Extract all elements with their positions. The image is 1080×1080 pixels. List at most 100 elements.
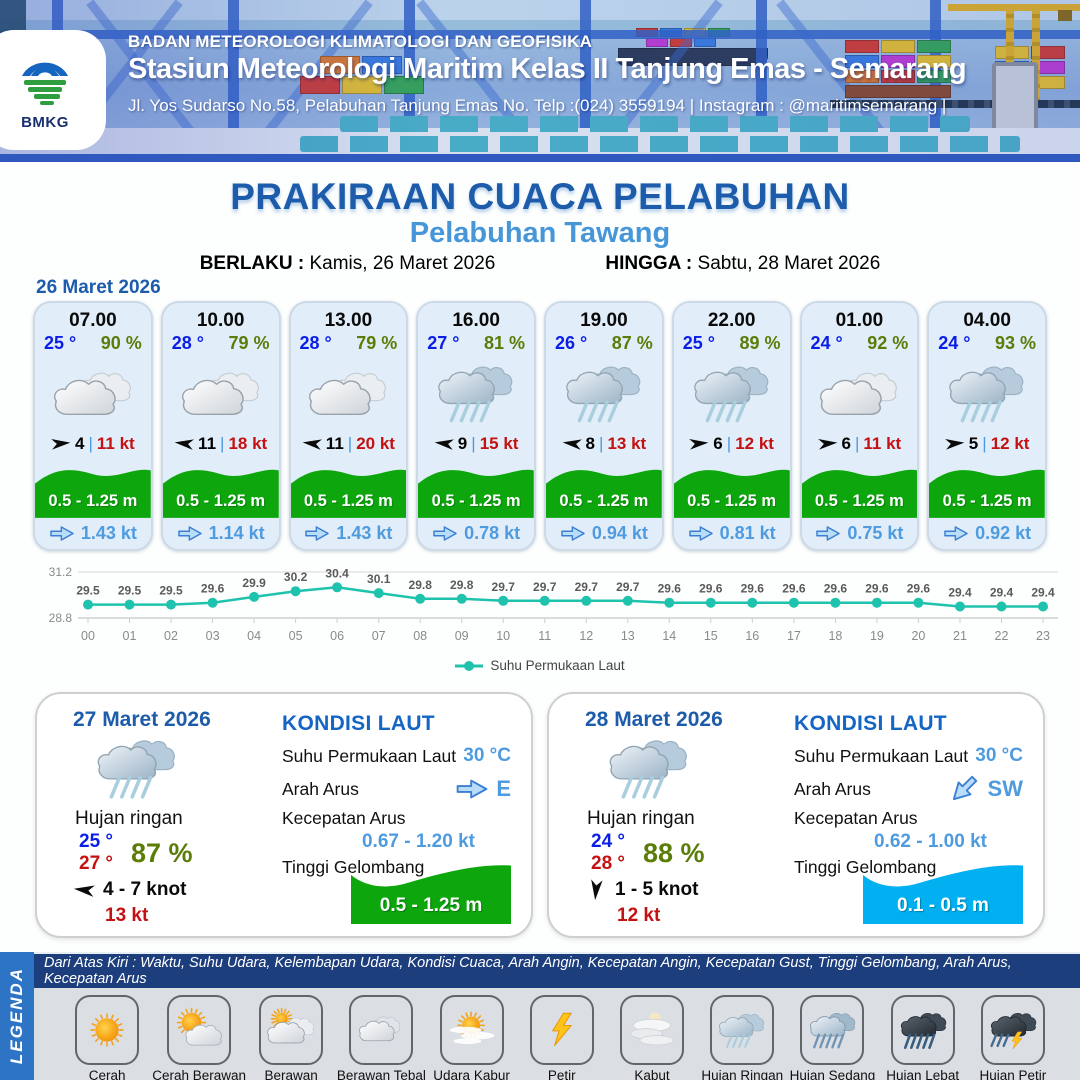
card-humidity: 92 %: [867, 333, 909, 353]
hujan-ringan-icon: [97, 740, 175, 799]
svg-text:29.4: 29.4: [948, 586, 972, 600]
card-wind: 6 | 11 kt: [802, 432, 918, 456]
hujan-sedang-icon: [810, 1013, 856, 1049]
legend-item-label: Hujan Sedang: [789, 1068, 876, 1080]
wind-range-row: 4 - 7 knot: [73, 879, 268, 901]
wind-direction-icon: [689, 437, 709, 451]
current-speed: 0.92 kt: [975, 522, 1032, 543]
svg-text:07: 07: [372, 629, 386, 643]
current-speed: 1.43 kt: [336, 522, 393, 543]
card-time: 16.00: [452, 310, 500, 331]
svg-text:00: 00: [81, 629, 95, 643]
current-arrow-icon: [815, 525, 841, 542]
svg-text:23: 23: [1036, 629, 1050, 643]
legend-tile: [890, 995, 955, 1065]
daily-forecast-panel: 28 Maret 2026 Hujan ringan 24 ° 28 ° 88 …: [547, 692, 1045, 938]
svg-text:06: 06: [330, 629, 344, 643]
card-wind: 8 | 13 kt: [546, 432, 662, 456]
current-speed: 0.94 kt: [591, 522, 648, 543]
gust-speed: 15 kt: [479, 433, 519, 453]
validity-period: BERLAKU : Kamis, 26 Maret 2026 HINGGA : …: [0, 253, 1080, 275]
legend-tile: [439, 995, 504, 1065]
hourly-forecast-cards: 07.00 25 ° 90 % 4 | 11 kt 0.5 - 1.25 m 1…: [33, 301, 1047, 551]
svg-text:13: 13: [621, 629, 635, 643]
temp-min: 24 °: [591, 831, 626, 852]
legend-item-label: Cerah Berawan: [152, 1068, 247, 1080]
temp-min: 25 °: [79, 831, 114, 852]
sea-condition-title: KONDISI LAUT: [794, 712, 947, 735]
svg-text:29.6: 29.6: [699, 582, 723, 596]
card-wind: 4 | 11 kt: [35, 432, 151, 456]
current-speed-label: Kecepatan Arus: [282, 808, 406, 828]
legend-item-label: Berawan: [264, 1068, 318, 1080]
wind-range-row: 1 - 5 knot: [585, 879, 780, 901]
legend-item: Hujan Ringan: [697, 995, 787, 1080]
kabut-icon: [630, 1012, 674, 1046]
header-banner: BMKG BADAN METEOROLOGI KLIMATOLOGI DAN G…: [0, 0, 1080, 162]
sst-value: 30 °C: [463, 745, 511, 766]
current-arrow-icon: [304, 525, 330, 542]
hourly-card: 19.00 26 ° 87 % 8 | 13 kt 0.5 - 1.25 m 0…: [544, 301, 664, 551]
svg-text:28.8: 28.8: [49, 611, 73, 625]
svg-text:29.6: 29.6: [741, 582, 765, 596]
svg-text:29.9: 29.9: [242, 576, 266, 590]
bmkg-emblem-icon: [22, 62, 68, 105]
card-weather-icon: [291, 354, 407, 432]
legend-title: LEGENDA: [7, 967, 26, 1065]
cerah-berawan-icon: [176, 1007, 223, 1046]
card-weather-icon: [929, 354, 1045, 432]
berawan-icon: [309, 372, 387, 416]
card-humidity: 87 %: [611, 333, 653, 353]
card-temperature: 26 °: [555, 333, 588, 353]
wave-height-box: 0.1 - 0.5 m: [863, 858, 1023, 924]
humidity: 88 %: [643, 837, 705, 868]
current-speed-value: 0.62 - 1.00 kt: [873, 831, 987, 852]
current-arrow-icon: [177, 525, 203, 542]
card-humidity: 81 %: [483, 333, 525, 353]
hujan-lebat-icon: [900, 1013, 946, 1050]
legend-item-label: Petir: [547, 1068, 576, 1080]
wave-height-band: 0.5 - 1.25 m: [929, 459, 1045, 518]
card-temperature: 28 °: [171, 333, 204, 353]
svg-text:29.7: 29.7: [533, 580, 557, 594]
wind-speed: 4: [75, 433, 85, 453]
legend-item: Kabut: [607, 995, 697, 1080]
legend-item: Berawan: [246, 995, 336, 1080]
svg-text:05: 05: [289, 629, 303, 643]
container-stack: [300, 48, 430, 96]
petir-icon: [551, 1012, 572, 1047]
hourly-card: 04.00 24 ° 93 % 5 | 12 kt 0.5 - 1.25 m 0…: [927, 301, 1047, 551]
hujan-ringan-icon: [566, 366, 641, 423]
svg-text:15: 15: [704, 629, 718, 643]
card-temperature: 25 °: [682, 333, 715, 353]
panel-date: 27 Maret 2026: [73, 708, 211, 731]
legend-item: Hujan Sedang: [787, 995, 877, 1080]
current-arrow-icon: [49, 525, 75, 542]
temp-max: 27 °: [79, 853, 114, 874]
current-speed: 0.75 kt: [847, 522, 904, 543]
svg-text:08: 08: [413, 629, 427, 643]
svg-text:29.4: 29.4: [990, 586, 1014, 600]
current-arrow-icon: [432, 525, 458, 542]
svg-text:29.6: 29.6: [201, 582, 225, 596]
wave-height-value: 0.5 - 1.25 m: [431, 491, 521, 510]
svg-text:16: 16: [745, 629, 759, 643]
sst-value: 30 °C: [975, 745, 1023, 766]
svg-text:01: 01: [123, 629, 137, 643]
svg-text:11: 11: [538, 629, 551, 643]
hourly-card: 01.00 24 ° 92 % 6 | 11 kt 0.5 - 1.25 m 0…: [799, 301, 920, 551]
card-wind: 11 | 20 kt: [291, 432, 407, 456]
wind-speed: 11: [325, 433, 344, 453]
current-arrow-icon: [943, 525, 969, 542]
card-humidity: 79 %: [228, 333, 270, 353]
wave-height-value: 0.5 - 1.25 m: [814, 491, 904, 510]
hujan-ringan-icon: [719, 1013, 765, 1048]
legend-tile: [349, 995, 414, 1065]
wind-direction-icon: [73, 883, 95, 897]
wave-height-box: 0.5 - 1.25 m: [351, 858, 511, 924]
wave-height-value: 0.5 - 1.25 m: [559, 491, 649, 510]
wave-height-band: 0.5 - 1.25 m: [162, 459, 279, 518]
legend-item-label: Hujan Lebat: [886, 1068, 960, 1080]
card-temperature: 25 °: [44, 333, 77, 353]
wind-direction-icon: [944, 437, 965, 451]
